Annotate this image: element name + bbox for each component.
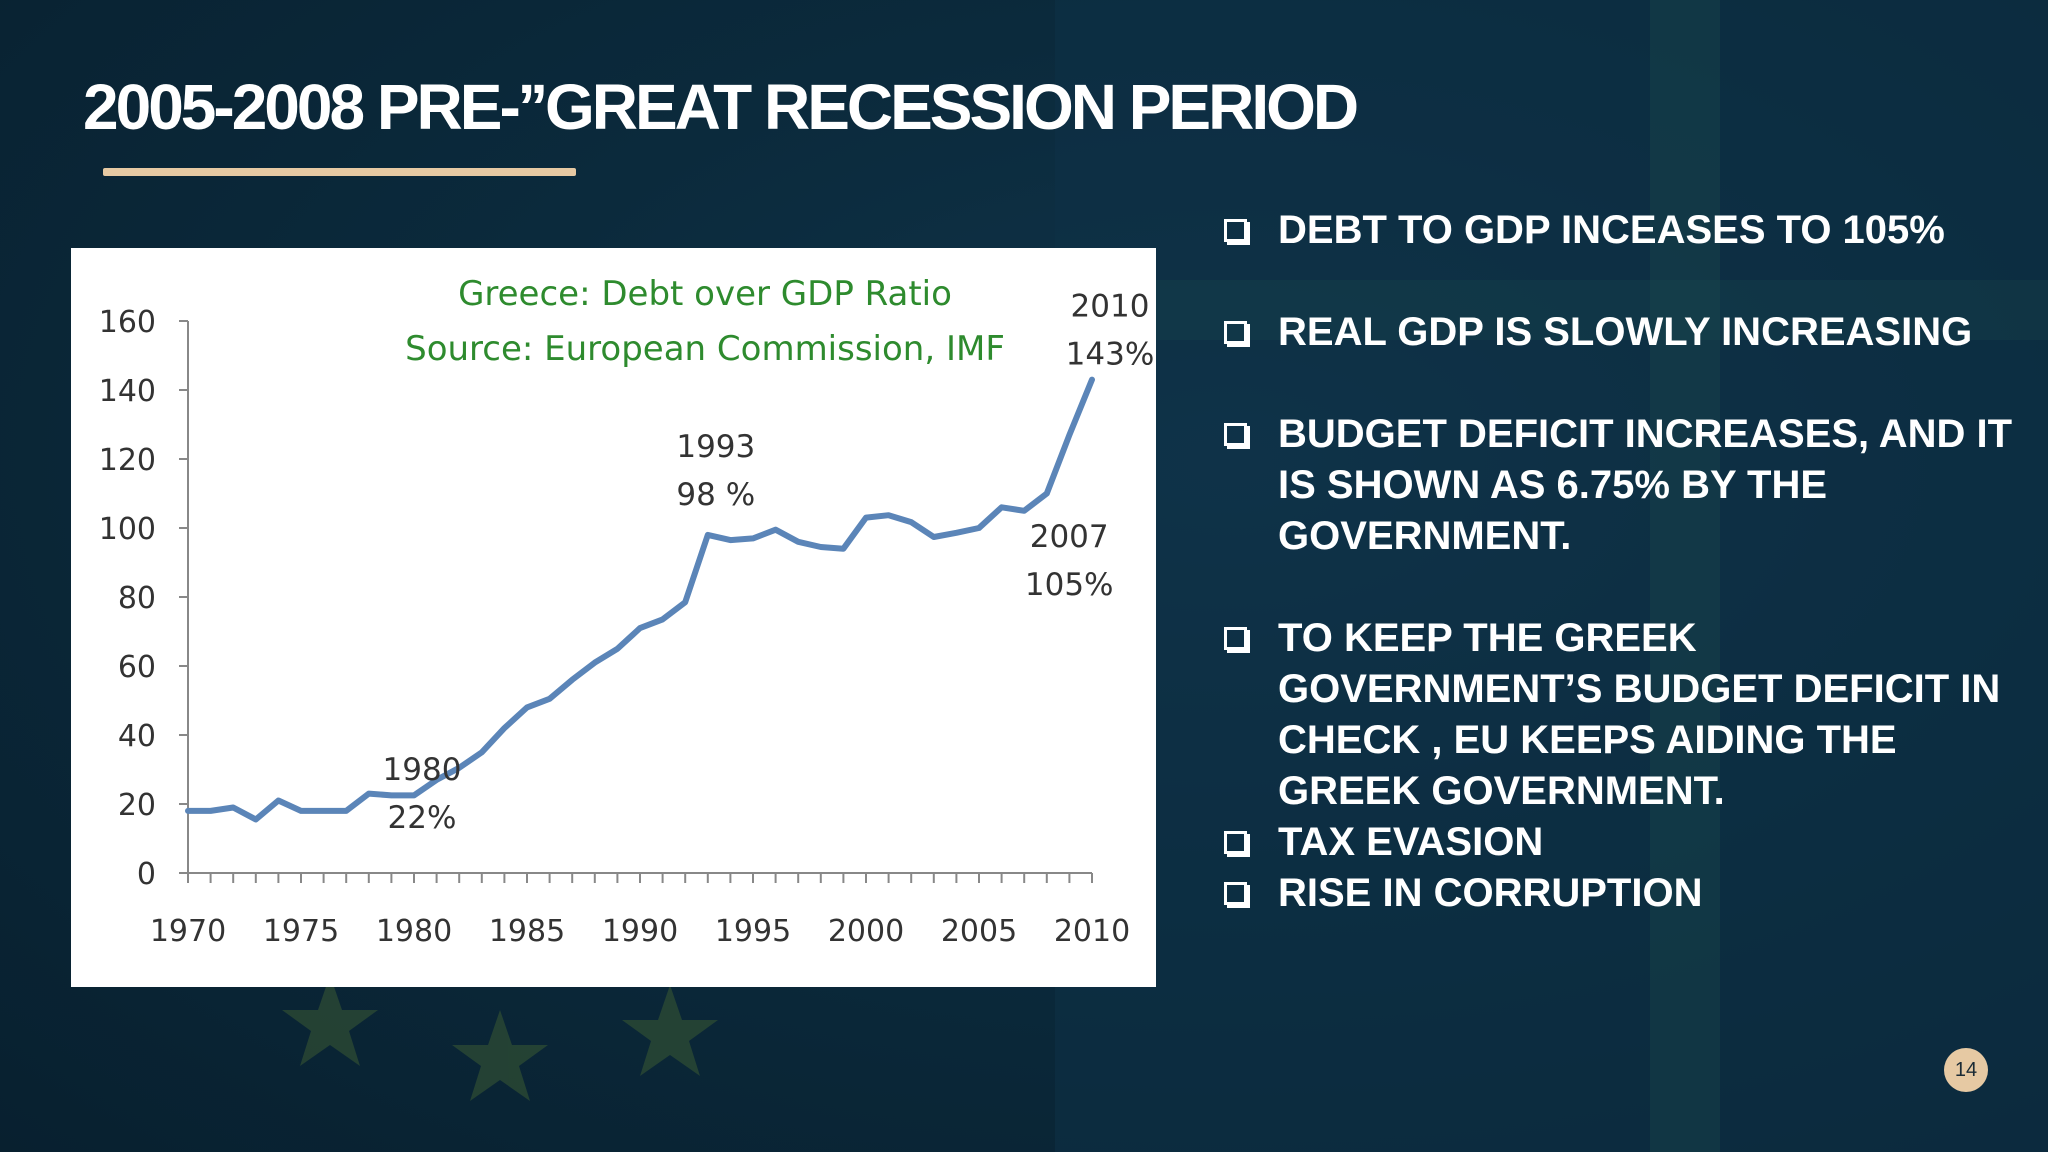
chart-panel: Greece: Debt over GDP Ratio Source: Euro… xyxy=(71,248,1156,987)
chart-title: Greece: Debt over GDP Ratio xyxy=(458,274,952,314)
y-tick-label: 0 xyxy=(137,857,156,892)
bullet-text: REAL GDP IS SLOWLY INCREASING xyxy=(1278,310,1973,354)
x-tick-label: 1995 xyxy=(715,914,791,949)
x-tick-label: 2000 xyxy=(828,914,904,949)
chart-subtitle: Source: European Commission, IMF xyxy=(405,329,1005,369)
bullet-item: RISE IN CORRUPTION xyxy=(1222,868,2022,919)
checkbox-outline-icon xyxy=(1224,831,1247,854)
bullet-item: TO KEEP THE GREEK GOVERNMENT’S BUDGET DE… xyxy=(1222,613,2022,817)
debt-ratio-series-line xyxy=(185,376,1095,823)
bullet-text: RISE IN CORRUPTION xyxy=(1278,871,1703,915)
annotation-year: 2007 xyxy=(1030,519,1109,555)
y-tick-label: 120 xyxy=(99,443,156,478)
x-tick-label: 1975 xyxy=(263,914,339,949)
checkbox-outline-icon xyxy=(1224,423,1247,446)
title-underline xyxy=(103,168,576,176)
annotation-year: 1993 xyxy=(676,429,755,465)
annotation-value: 22% xyxy=(388,800,457,836)
bullet-text: DEBT TO GDP INCEASES TO 105% xyxy=(1278,208,1945,252)
bullet-item: REAL GDP IS SLOWLY INCREASING xyxy=(1222,307,2022,358)
bullet-item: TAX EVASION xyxy=(1222,817,2022,868)
x-tick-label: 1990 xyxy=(602,914,678,949)
y-tick-label: 20 xyxy=(118,788,156,823)
y-tick-label: 160 xyxy=(99,305,156,340)
bullet-text: BUDGET DEFICIT INCREASES, AND IT IS SHOW… xyxy=(1278,412,2013,558)
y-tick-label: 100 xyxy=(99,512,156,547)
annotation-value: 98 % xyxy=(676,477,755,513)
x-tick-label: 1970 xyxy=(150,914,226,949)
checkbox-outline-icon xyxy=(1224,219,1247,242)
bullet-text: TAX EVASION xyxy=(1278,820,1544,864)
bullet-text: TO KEEP THE GREEK GOVERNMENT’S BUDGET DE… xyxy=(1278,616,2001,813)
bullet-item: DEBT TO GDP INCEASES TO 105% xyxy=(1222,205,2022,256)
slide-title: 2005-2008 PRE-’’GREAT RECESSION PERIOD xyxy=(83,71,1359,143)
bullet-list: DEBT TO GDP INCEASES TO 105% REAL GDP IS… xyxy=(1222,205,2022,919)
annotation-value: 105% xyxy=(1025,567,1114,603)
x-tick-label: 2005 xyxy=(941,914,1017,949)
checkbox-outline-icon xyxy=(1224,321,1247,344)
debt-gdp-chart: Greece: Debt over GDP Ratio Source: Euro… xyxy=(99,274,1155,949)
eu-stars-decoration xyxy=(282,975,718,1101)
checkbox-outline-icon xyxy=(1224,882,1247,905)
page-number-badge: 14 xyxy=(1944,1048,1988,1092)
annotation-year: 2010 xyxy=(1071,289,1150,325)
checkbox-outline-icon xyxy=(1224,627,1247,650)
y-tick-label: 140 xyxy=(99,374,156,409)
y-tick-label: 40 xyxy=(118,719,156,754)
y-tick-label: 60 xyxy=(118,650,156,685)
bullet-item: BUDGET DEFICIT INCREASES, AND IT IS SHOW… xyxy=(1222,409,2022,562)
y-tick-label: 80 xyxy=(118,581,156,616)
annotation-value: 143% xyxy=(1066,337,1155,373)
x-tick-label: 1980 xyxy=(376,914,452,949)
x-tick-label: 1985 xyxy=(489,914,565,949)
x-tick-label: 2010 xyxy=(1054,914,1130,949)
annotation-year: 1980 xyxy=(383,752,462,788)
